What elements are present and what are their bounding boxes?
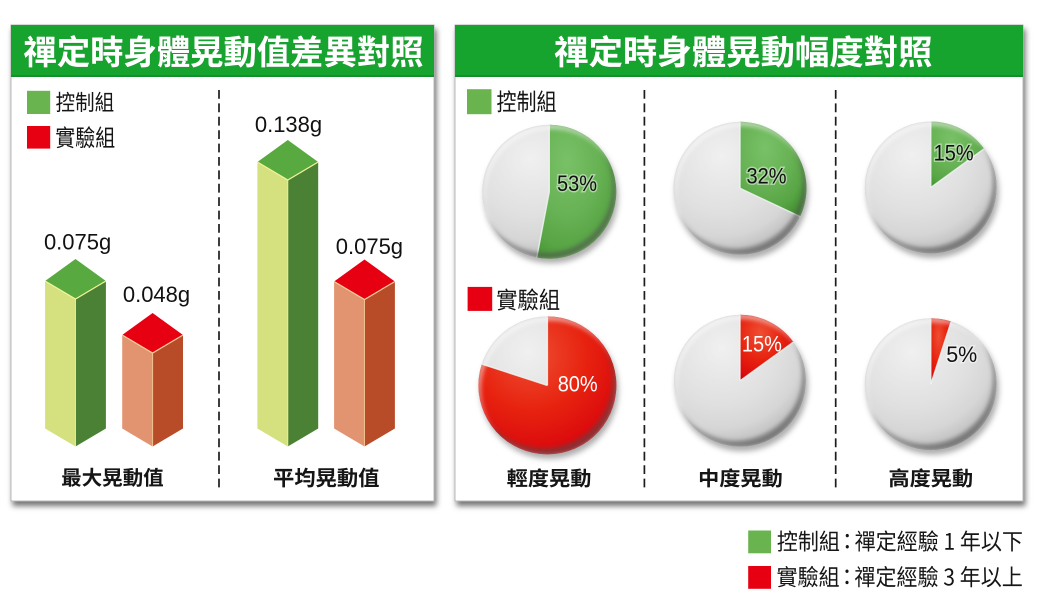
svg-text:0.048g: 0.048g <box>123 282 190 307</box>
svg-text:0.075g: 0.075g <box>44 230 111 255</box>
svg-text:80%: 80% <box>558 371 598 396</box>
svg-text:15%: 15% <box>742 331 782 356</box>
svg-text:32%: 32% <box>747 163 787 188</box>
svg-text:0.075g: 0.075g <box>336 234 403 259</box>
svg-text:5%: 5% <box>946 342 977 367</box>
svg-text:15%: 15% <box>934 140 974 165</box>
svg-text:0.138g: 0.138g <box>255 112 322 137</box>
svg-text:53%: 53% <box>557 171 597 196</box>
